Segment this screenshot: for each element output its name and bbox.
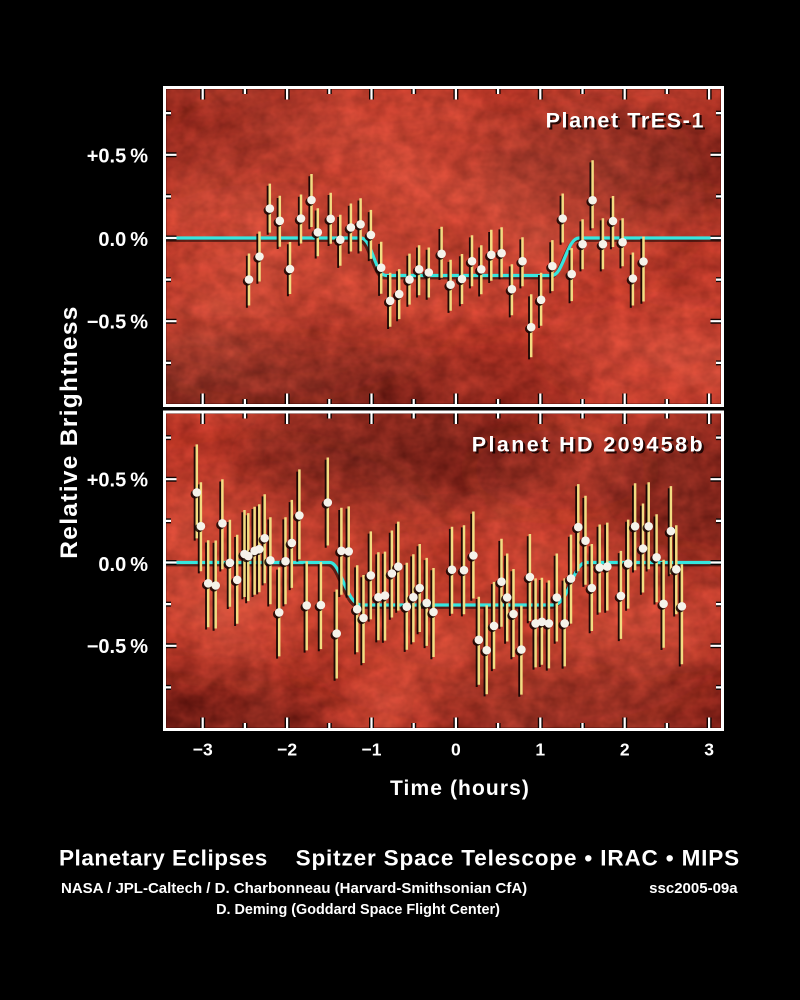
svg-text:−2: −2: [277, 740, 297, 760]
svg-text:Time (hours): Time (hours): [390, 777, 530, 800]
svg-text:0.0 %: 0.0 %: [98, 554, 148, 576]
svg-text:D. Deming (Goddard Space Fligh: D. Deming (Goddard Space Flight Center): [216, 902, 500, 918]
svg-text:+0.5 %: +0.5 %: [87, 469, 148, 491]
svg-text:1: 1: [535, 740, 545, 760]
svg-text:Relative Brightness: Relative Brightness: [56, 305, 83, 558]
svg-text:ssc2005-09a: ssc2005-09a: [649, 880, 738, 897]
svg-text:Planet HD 209458b: Planet HD 209458b: [472, 433, 705, 457]
svg-text:Planet TrES-1: Planet TrES-1: [546, 109, 705, 133]
svg-text:Planet TrES-1: Planet TrES-1: [548, 111, 707, 135]
svg-text:0.0 %: 0.0 %: [98, 229, 148, 251]
svg-text:NASA / JPL-Caltech / D. Charbo: NASA / JPL-Caltech / D. Charbonneau (Har…: [61, 880, 527, 897]
svg-text:−3: −3: [193, 740, 213, 760]
svg-text:Planet HD 209458b: Planet HD 209458b: [474, 435, 707, 459]
svg-text:−1: −1: [362, 740, 382, 760]
svg-text:+0.5 %: +0.5 %: [87, 146, 148, 168]
svg-text:2: 2: [620, 740, 630, 760]
svg-text:3: 3: [704, 740, 714, 760]
svg-text:−0.5 %: −0.5 %: [87, 636, 148, 658]
svg-text:Planetary Eclipses: Planetary Eclipses: [59, 846, 268, 871]
svg-text:−0.5 %: −0.5 %: [87, 312, 148, 334]
svg-text:Spitzer Space Telescope • IRAC: Spitzer Space Telescope • IRAC • MIPS: [296, 846, 740, 871]
svg-text:0: 0: [451, 740, 461, 760]
